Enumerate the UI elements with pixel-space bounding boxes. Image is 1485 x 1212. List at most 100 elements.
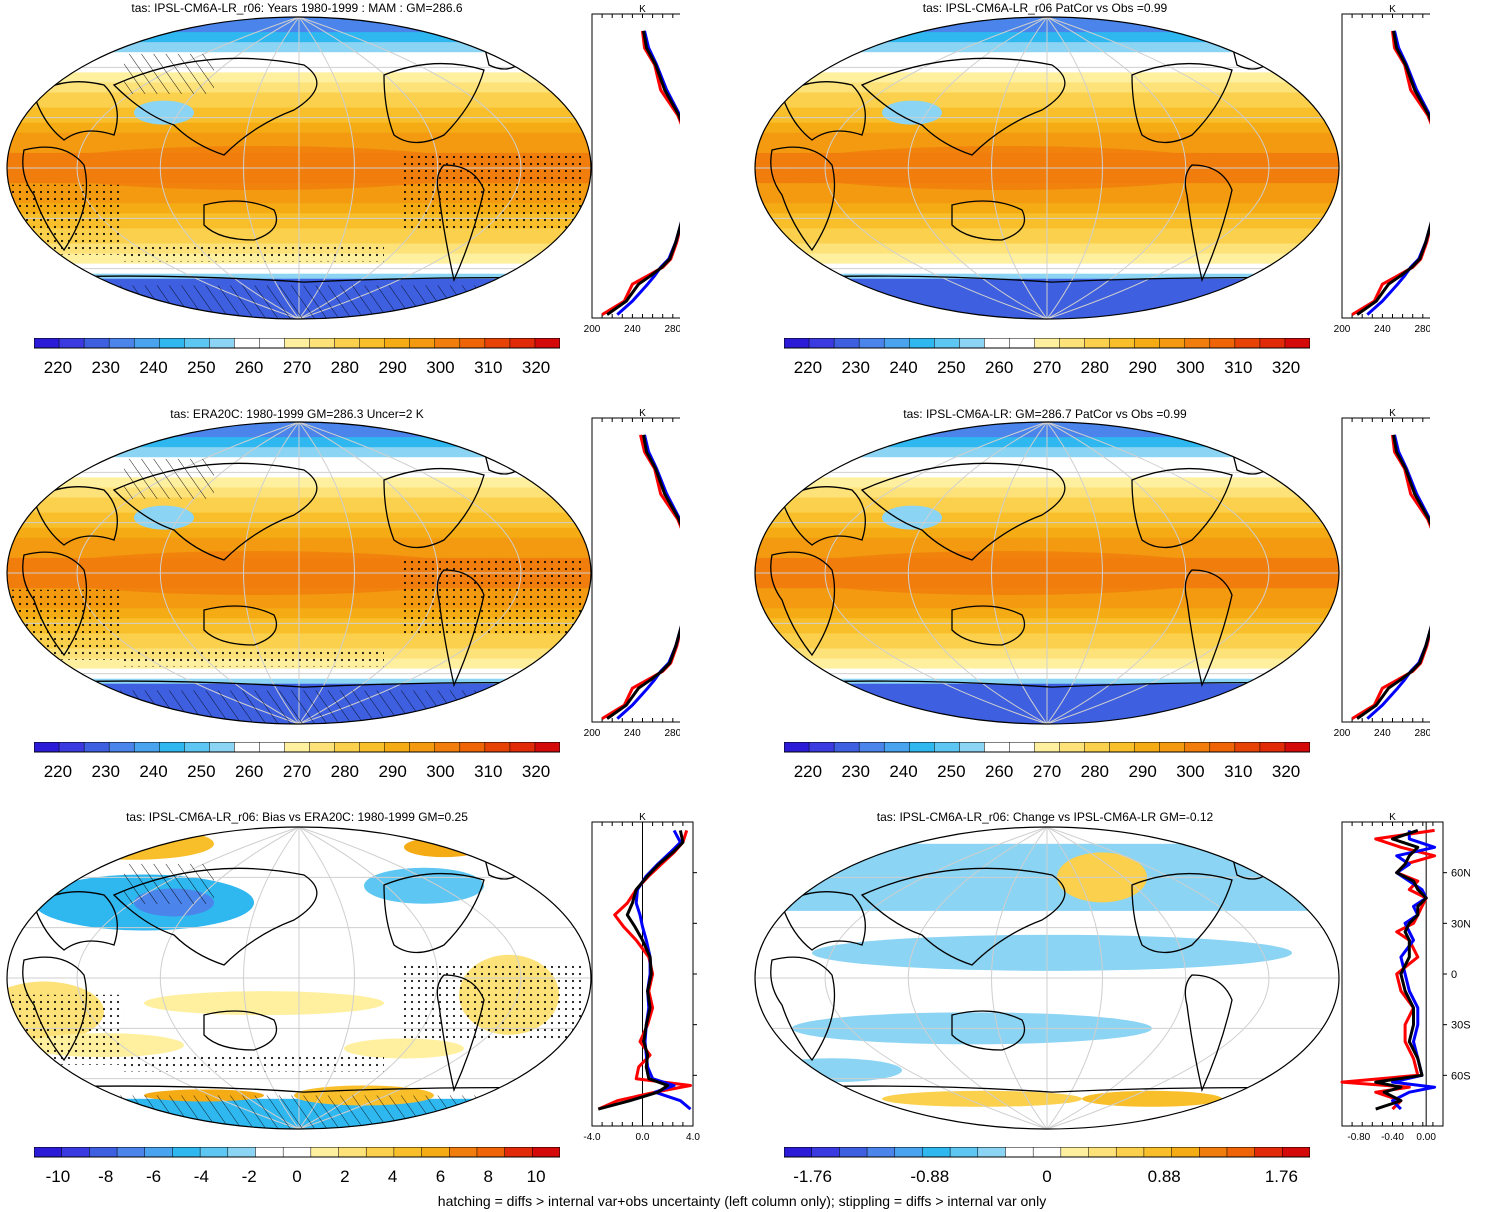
bias-patch [364, 867, 484, 904]
map-border [6, 16, 592, 320]
colorbar-swatch [449, 1147, 478, 1158]
profile-series-red [601, 434, 680, 720]
colorbar-swatch [1284, 338, 1310, 349]
y-tick-label: 30S [1451, 1020, 1470, 1032]
colorbar-tick-label: 250 [187, 762, 215, 781]
colorbar-tick-label: 220 [44, 358, 72, 377]
stippling-region [124, 243, 384, 262]
colorbar-tick-label: 320 [522, 358, 550, 377]
tibet-cold-spot [134, 505, 194, 530]
y-tick-label: 0 [1451, 969, 1457, 981]
x-tick-label: 200 [1334, 324, 1351, 335]
profile-series-blue [1366, 434, 1430, 720]
x-tick-label: 200 [584, 728, 601, 739]
colorbar-tick-label: 220 [44, 762, 72, 781]
colorbar-tick-label: -8 [98, 1167, 113, 1186]
change-patch [812, 934, 1292, 971]
colorbar-swatch [1034, 742, 1061, 753]
colorbar-swatch [784, 1147, 813, 1158]
panel-title-6: tas: IPSL-CM6A-LR_r06: Change vs IPSL-CM… [876, 810, 1214, 824]
profile-series-black [606, 30, 680, 316]
colorbar-swatch [108, 338, 135, 349]
colorbar-swatch [534, 338, 560, 349]
colorbar-swatch [1259, 742, 1286, 753]
continent-outline [33, 486, 118, 546]
profile-series-black [597, 830, 685, 1111]
meridian-line [1046, 422, 1103, 724]
colorbar-tick-label: 280 [331, 762, 359, 781]
colorbar-tick-label: 320 [522, 762, 550, 781]
colorbar-5: -10 -8 -6 -4 -2 0 2 4 6 8 10 [34, 1147, 560, 1186]
colorbar-swatch [959, 338, 985, 349]
hatching-region [7, 285, 591, 319]
colorbar-tick-label: 230 [92, 358, 120, 377]
meridian-line [1046, 17, 1103, 319]
colorbar-swatch [1226, 1147, 1256, 1158]
colorbar-swatch [1059, 742, 1086, 753]
profile-series-black [1356, 30, 1430, 316]
x-tick-label: 280 [1414, 728, 1430, 739]
continent-outline [860, 462, 1066, 561]
colorbar-tick-label: 240 [139, 358, 167, 377]
colorbar-swatch [839, 1147, 868, 1158]
colorbar-tick-label: 290 [378, 762, 406, 781]
colorbar-tick-label: 260 [235, 358, 263, 377]
colorbar-swatch [1184, 338, 1211, 349]
colorbar-tick-label: 2 [340, 1167, 349, 1186]
colorbar-swatch [808, 338, 835, 349]
colorbar-swatch [108, 742, 135, 753]
colorbar-swatch [1284, 742, 1310, 753]
colorbar-swatch [1115, 1147, 1145, 1158]
continent-outline [781, 891, 866, 951]
colorbar-frame [34, 742, 560, 753]
colorbar-swatch [484, 742, 511, 753]
profile-series-blue [1366, 30, 1430, 316]
x-tick-label: 240 [624, 728, 641, 739]
colorbar-swatch [359, 742, 386, 753]
meridian-line [298, 422, 355, 724]
colorbar-swatch [421, 1147, 450, 1158]
colorbar-swatch [172, 1147, 201, 1158]
graticule [755, 422, 1339, 724]
zonal-profile-2: K20024028060N30N030S60S [1334, 4, 1430, 335]
x-tick-label: 0.00 [1416, 1132, 1436, 1143]
colorbar-swatch [1234, 742, 1261, 753]
profile-frame [1341, 417, 1430, 723]
meridian-line [1046, 17, 1270, 319]
map-border [6, 826, 592, 1130]
colorbar-frame [34, 1147, 560, 1158]
map-panel-4 [754, 421, 1340, 725]
colorbar-swatch [934, 338, 960, 349]
map-panel-3 [6, 421, 592, 725]
colorbar-swatch [365, 1147, 395, 1158]
colorbar-swatch [309, 338, 336, 349]
colorbar-swatch [858, 338, 885, 349]
tibet-cold-spot [882, 505, 942, 530]
profile-series-red [601, 30, 680, 316]
colorbar-swatch [234, 742, 260, 753]
continent-outline [770, 146, 836, 252]
units-label: K [1389, 408, 1396, 419]
colorbar-tick-label: 230 [842, 358, 870, 377]
map-panel-1 [6, 16, 592, 320]
colorbar-swatch [61, 1147, 90, 1158]
colorbar-swatch [384, 742, 411, 753]
colorbar-swatch [534, 742, 560, 753]
stippling-region [7, 589, 124, 660]
colorbar-tick-label: 220 [794, 358, 822, 377]
colorbar-swatch [504, 1147, 533, 1158]
x-tick-label: 280 [664, 728, 680, 739]
zonal-profile-6: K -0.80 -0.40 0.00 60N 30N 0 30S 60S [1340, 812, 1470, 1143]
meridian-line [298, 827, 355, 1129]
colorbar-frame [784, 338, 1310, 349]
colorbar-swatch [894, 1147, 923, 1158]
map-panel-5 [6, 826, 592, 1130]
continent-outline [112, 57, 318, 156]
colorbar-tick-label: 320 [1272, 762, 1300, 781]
meridian-line [298, 17, 355, 319]
map-border [754, 421, 1340, 725]
colorbar-swatch [922, 1147, 951, 1158]
colorbar-swatch [1184, 742, 1211, 753]
continent-outline [770, 956, 836, 1062]
